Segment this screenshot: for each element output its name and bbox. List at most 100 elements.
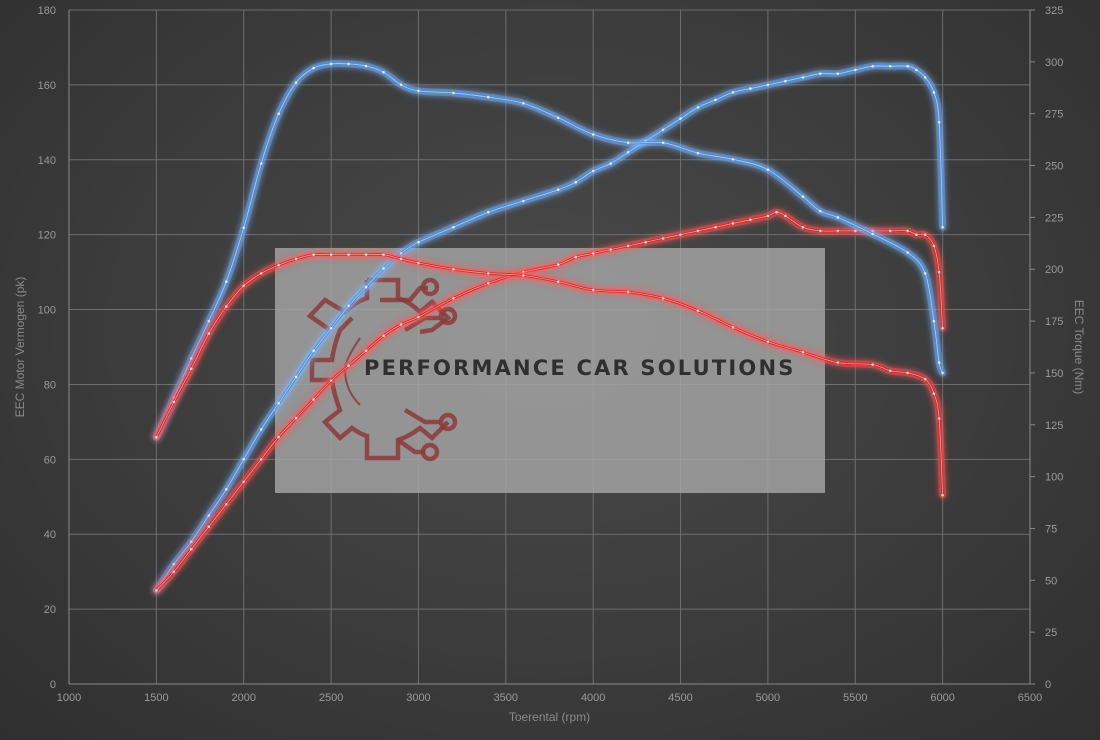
data-point: [871, 64, 874, 68]
x-tick-label: 3500: [494, 692, 518, 704]
y-right-tick-label: 50: [1045, 575, 1057, 587]
data-point: [661, 128, 665, 132]
data-point: [661, 141, 665, 144]
data-point: [644, 240, 647, 244]
y-right-tick-label: 250: [1045, 161, 1063, 173]
data-point: [923, 233, 927, 236]
y-left-tick-label: 100: [38, 305, 56, 317]
data-point: [329, 62, 333, 66]
data-point: [591, 133, 595, 136]
y-left-tick-label: 0: [50, 679, 56, 691]
data-point: [364, 285, 368, 289]
data-point: [312, 349, 315, 353]
data-point: [696, 151, 700, 155]
data-point: [155, 435, 158, 439]
data-point: [591, 252, 595, 255]
x-axis-title: Toerental (rpm): [509, 710, 590, 724]
data-point: [714, 98, 717, 102]
data-point: [749, 218, 752, 221]
data-point: [696, 106, 700, 109]
data-point: [172, 400, 176, 404]
data-point: [923, 76, 927, 79]
data-point: [329, 379, 333, 383]
data-point: [207, 514, 211, 517]
data-point: [522, 102, 525, 105]
x-tick-label: 4000: [581, 692, 605, 704]
data-point: [329, 327, 333, 330]
data-point: [819, 229, 822, 233]
y-right-tick-label: 175: [1045, 316, 1063, 328]
data-point: [399, 323, 403, 326]
data-point: [487, 272, 490, 275]
data-point: [626, 141, 630, 144]
data-point: [932, 392, 936, 396]
data-point: [312, 66, 315, 70]
data-point: [923, 272, 927, 275]
data-point: [836, 361, 840, 364]
series: [152, 60, 947, 594]
data-point: [871, 232, 874, 236]
y-right-tick-label: 275: [1045, 109, 1063, 121]
data-point: [731, 222, 735, 225]
data-point: [775, 210, 778, 214]
x-tick-label: 4500: [668, 692, 692, 704]
data-point: [679, 117, 682, 120]
data-point: [731, 326, 735, 329]
watermark-brand-text: PERFORMANCE CAR SOLUTIONS: [364, 356, 796, 380]
data-point: [941, 225, 944, 229]
data-point: [294, 81, 298, 84]
data-point: [259, 428, 263, 431]
y-right-tick-label: 225: [1045, 212, 1063, 224]
data-point: [487, 95, 490, 99]
data-point: [937, 270, 941, 274]
data-point: [784, 214, 787, 218]
data-point: [242, 284, 245, 288]
data-point: [941, 494, 944, 497]
data-point: [766, 83, 770, 87]
y-right-tick-label: 325: [1045, 5, 1063, 17]
data-point: [417, 261, 420, 265]
data-point: [888, 64, 892, 68]
data-point: [871, 363, 874, 366]
data-point: [364, 64, 368, 68]
data-point: [312, 253, 315, 256]
data-point: [915, 233, 918, 236]
data-point: [766, 168, 770, 171]
data-point: [382, 253, 385, 256]
data-point: [225, 280, 228, 284]
y-right-tick-label: 0: [1045, 679, 1051, 691]
data-point: [242, 480, 245, 484]
data-point: [556, 188, 560, 191]
data-point: [801, 225, 805, 229]
data-point: [932, 244, 936, 248]
data-point: [937, 417, 941, 420]
data-point: [937, 121, 941, 124]
axes: 1000 1500 2000 2500 3000 3500 4000 4500 5000 5500…: [13, 5, 1086, 724]
data-point: [242, 226, 245, 230]
data-point: [609, 162, 612, 165]
y-left-tick-label: 40: [44, 529, 56, 541]
y-left-tick-label: 60: [44, 454, 56, 466]
data-point: [259, 272, 263, 275]
data-point: [626, 290, 630, 294]
y-right-tick-label: 150: [1045, 368, 1063, 380]
data-point: [347, 253, 350, 256]
data-point: [294, 375, 298, 379]
data-point: [836, 229, 840, 233]
y-right-tick-label: 125: [1045, 420, 1063, 432]
data-point: [819, 209, 822, 213]
x-tick-label: 2500: [319, 692, 343, 704]
data-point: [190, 540, 193, 543]
data-point: [626, 151, 630, 154]
data-point: [836, 216, 840, 219]
data-point: [888, 369, 892, 373]
data-point: [382, 70, 385, 74]
y-left-tick-label: 20: [44, 604, 56, 616]
data-point: [801, 350, 805, 354]
y-left-tick-label: 160: [38, 80, 56, 92]
data-point: [609, 248, 612, 251]
data-point: [854, 68, 857, 72]
data-point: [784, 79, 787, 83]
data-point: [452, 225, 455, 229]
data-point: [487, 210, 490, 214]
